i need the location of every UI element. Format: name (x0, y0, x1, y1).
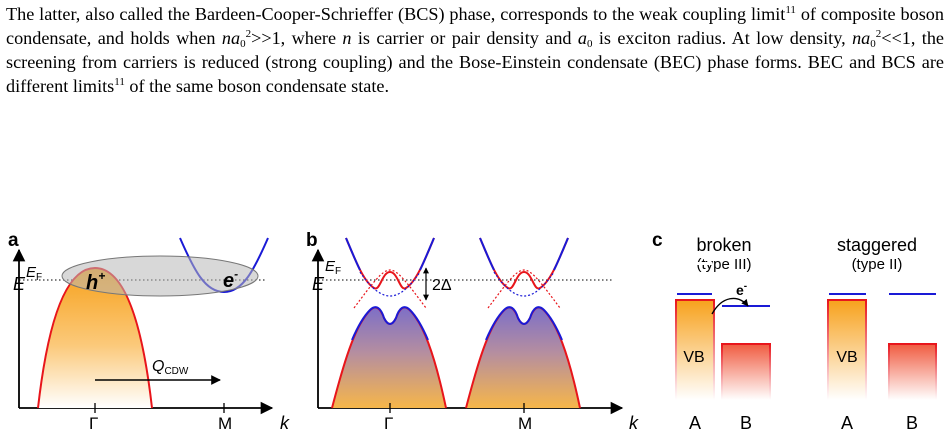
b-gamma-dotted-red (353, 269, 427, 309)
a-gamma-label: Γ (89, 414, 98, 433)
b-gamma-conduction-band (345, 237, 435, 290)
c-broken-B-label: B (740, 413, 752, 433)
a-EF-label: EF (26, 264, 42, 283)
b-EF-label: EF (325, 258, 341, 277)
a-hole-band-fill (38, 268, 152, 408)
panel-a-letter: a (8, 230, 19, 251)
b-gamma-dotted-blue (359, 271, 421, 297)
b-m-valence-fill (466, 307, 580, 408)
c-electron-label: e- (736, 281, 747, 298)
c-stag-B-label: B (906, 413, 918, 433)
body-paragraph: The latter, also called the Bardeen-Coop… (6, 4, 945, 96)
a-electron-label: e- (223, 267, 238, 292)
c-stag-A-label: A (841, 413, 853, 433)
b-m-conduction-band (479, 237, 569, 290)
b-m-label: M (518, 414, 532, 433)
c-broken-A-label: A (689, 413, 701, 433)
c-broken-title: broken (696, 235, 751, 255)
b-gap-label: 2Δ (432, 277, 452, 294)
a-hole-label: h+ (86, 269, 105, 294)
a-k-label: k (280, 413, 290, 433)
panel-c: c broken (type III) staggered (type II) … (652, 230, 937, 433)
c-staggered-title: staggered (837, 235, 917, 255)
b-gamma-label: Γ (384, 414, 393, 433)
c-broken-B-vb-outline (721, 343, 771, 400)
b-k-label: k (629, 413, 639, 433)
c-stag-B-vb-outline (888, 343, 937, 400)
b-m-dotted-red (487, 269, 561, 309)
b-m-conduction-edge-left (479, 237, 495, 271)
c-stag-B-vb (889, 344, 936, 400)
c-stag-A-vb (828, 300, 866, 400)
c-stag-A-vb-outline (827, 299, 867, 400)
c-stag-vb-label: VB (836, 349, 857, 366)
panel-a: a E EF QCDW h+ e- Γ M k (8, 230, 290, 433)
b-gamma-valence-fill (332, 307, 446, 408)
b-m-dotted-blue (493, 271, 555, 297)
panel-c-letter: c (652, 230, 663, 251)
a-qcdw-label: QCDW (152, 358, 189, 377)
b-E-label: E (312, 274, 325, 294)
c-electron-transfer-arrow (711, 297, 749, 315)
b-m-valence-top (485, 306, 563, 341)
b-gamma-conduction-edge-right (419, 237, 435, 271)
a-m-label: M (218, 414, 232, 433)
c-broken-A-vb (676, 300, 714, 400)
c-broken-vb-label: VB (683, 349, 704, 366)
a-E-label: E (13, 274, 26, 294)
c-staggered-type: (type II) (852, 256, 903, 273)
panel-b-letter: b (306, 230, 318, 251)
a-exciton-ellipse (61, 255, 259, 297)
c-broken-B-vb (722, 344, 770, 400)
panel-b: b E EF 2Δ Γ M k (306, 230, 639, 433)
b-m-conduction-edge-right (553, 237, 569, 271)
c-broken-type: (type III) (696, 256, 751, 273)
c-broken-A-vb-outline (675, 299, 715, 400)
b-gamma-valence-top (351, 306, 429, 341)
b-gamma-conduction-edge-left (345, 237, 361, 271)
